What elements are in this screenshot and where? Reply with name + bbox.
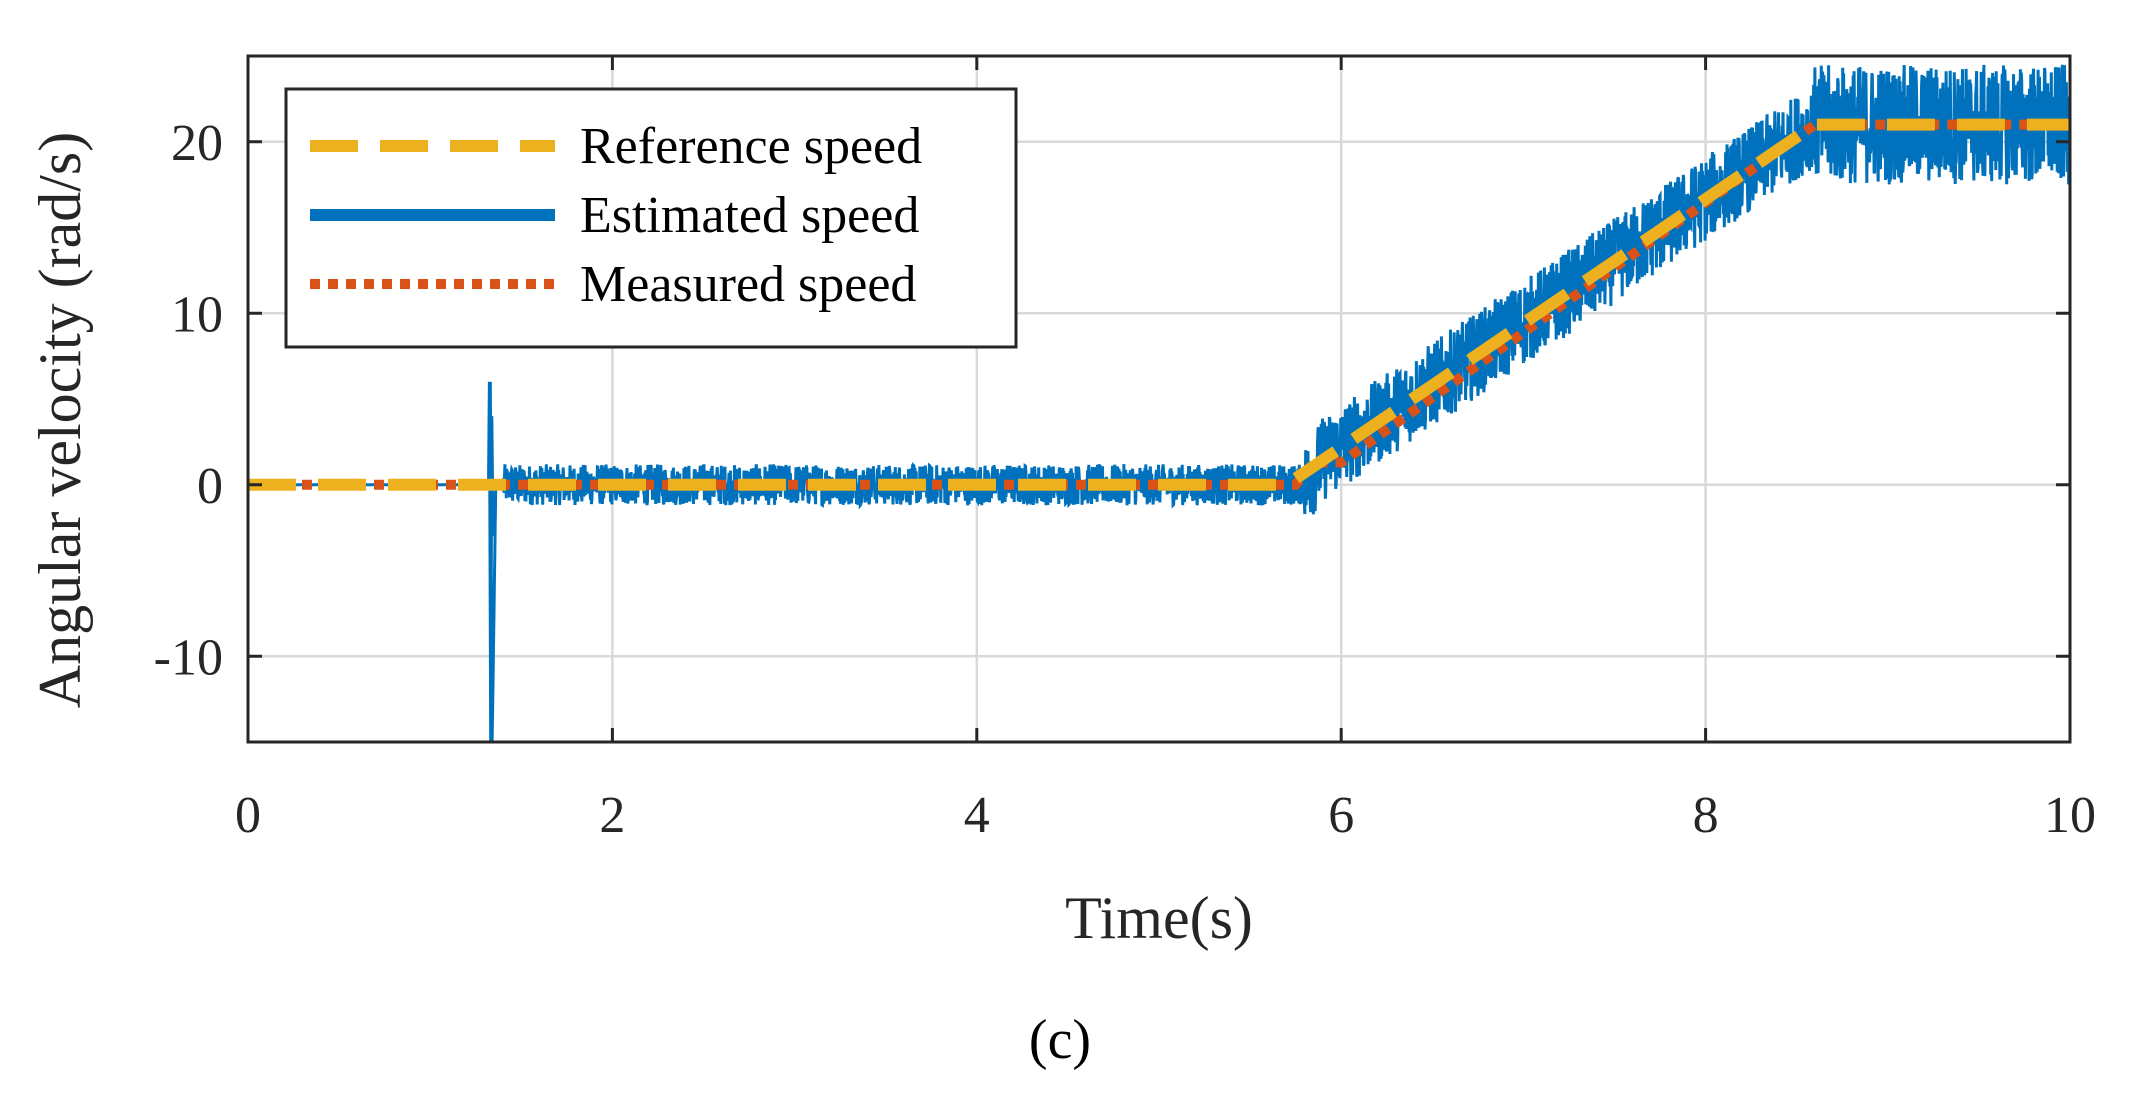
series-line-reference-speed bbox=[248, 118, 2070, 491]
x-tick-label: 8 bbox=[1693, 787, 1719, 844]
x-tick-label: 4 bbox=[964, 787, 990, 844]
x-axis-label: Time(s) bbox=[1065, 885, 1253, 951]
y-tick-label: 0 bbox=[197, 458, 223, 515]
figure-caption: (c) bbox=[1029, 1009, 1091, 1071]
y-axis-label: Angular velocity (rad/s) bbox=[27, 132, 93, 708]
y-tick-label: 10 bbox=[171, 286, 223, 343]
x-tick-label: 10 bbox=[2044, 787, 2096, 844]
legend: Reference speed Estimated speed Measured… bbox=[284, 87, 1018, 349]
x-tick-label: 6 bbox=[1328, 787, 1354, 844]
plot-area bbox=[248, 64, 2072, 743]
legend-label-estimated: Estimated speed bbox=[580, 187, 919, 244]
legend-label-measured: Measured speed bbox=[580, 256, 916, 313]
y-axis: -10 0 10 20 bbox=[154, 115, 2070, 686]
x-axis: 0 2 4 6 8 10 bbox=[235, 56, 2096, 844]
axes-box bbox=[246, 54, 2072, 744]
x-tick-label: 0 bbox=[235, 787, 261, 844]
x-tick-label: 2 bbox=[599, 787, 625, 844]
y-tick-label: -10 bbox=[154, 629, 223, 686]
legend-label-reference: Reference speed bbox=[580, 118, 922, 175]
y-tick-label: 20 bbox=[171, 115, 223, 172]
